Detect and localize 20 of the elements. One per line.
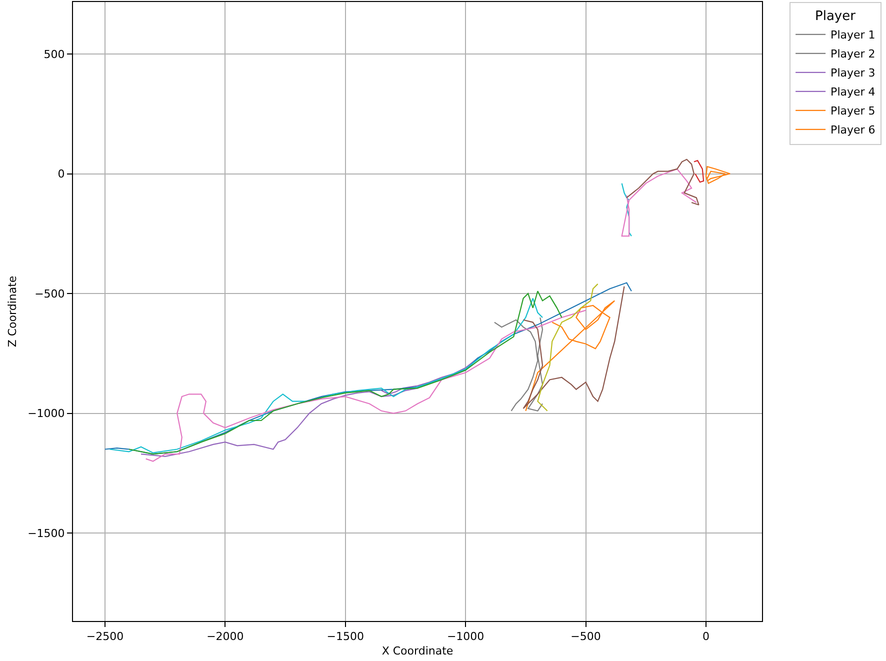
- x-tick-label: −2500: [86, 630, 124, 644]
- legend-label: Player 6: [830, 124, 876, 137]
- legend-label: Player 1: [830, 28, 876, 42]
- y-tick-label: 0: [58, 168, 65, 181]
- legend-label: Player 5: [830, 104, 876, 118]
- y-tick-label: −1500: [28, 526, 65, 540]
- x-tick-label: −500: [570, 630, 601, 644]
- legend-label: Player 4: [830, 86, 876, 99]
- x-axis-title: X Coordinate: [382, 644, 454, 658]
- legend-title: Player: [815, 8, 856, 24]
- x-tick-label: −1500: [326, 630, 364, 644]
- legend-label: Player 2: [830, 48, 876, 61]
- x-tick-label: −1000: [446, 630, 484, 644]
- x-tick-label: −2000: [206, 630, 244, 644]
- y-tick-label: −500: [34, 287, 65, 300]
- y-tick-label: −1000: [28, 407, 65, 420]
- legend-label: Player 3: [830, 66, 876, 80]
- y-axis-title: Z Coordinate: [6, 276, 20, 348]
- x-tick-label: 0: [702, 630, 710, 644]
- y-tick-label: 500: [44, 48, 65, 61]
